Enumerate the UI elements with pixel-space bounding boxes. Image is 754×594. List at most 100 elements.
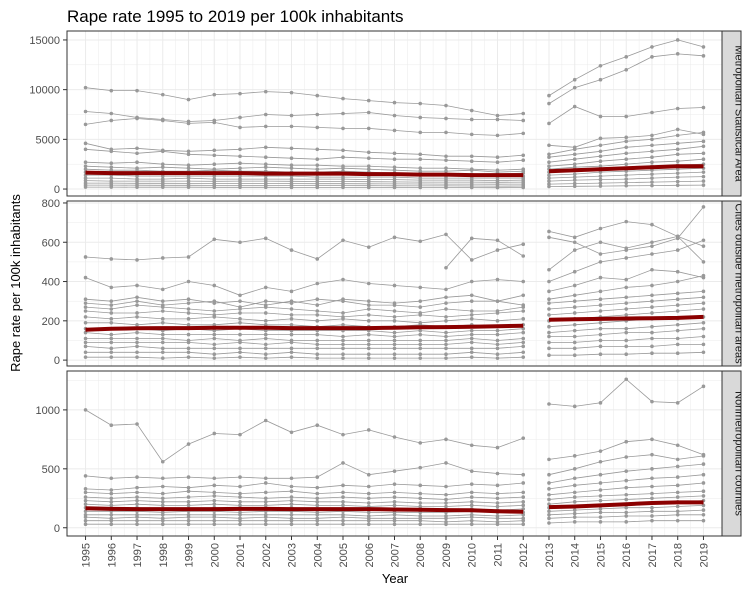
data-point	[547, 164, 551, 168]
data-point	[418, 501, 423, 505]
data-point	[521, 131, 526, 136]
data-point	[624, 177, 629, 181]
data-point	[315, 352, 320, 357]
data-point	[701, 301, 706, 305]
data-point	[675, 159, 680, 164]
data-point	[675, 248, 680, 252]
data-point	[598, 136, 603, 141]
data-point	[366, 303, 371, 307]
data-point	[109, 299, 114, 303]
data-point	[572, 240, 577, 245]
y-tick-label: 0	[54, 355, 60, 367]
data-point	[238, 147, 242, 152]
data-point	[212, 502, 217, 506]
panel-2: 0 200 400 600 800 Cities outside metropolitan…	[42, 198, 742, 367]
data-point	[469, 168, 474, 172]
data-point	[444, 185, 448, 190]
data-point	[444, 437, 448, 442]
data-point	[109, 355, 114, 359]
chart-title: Rape rate 1995 to 2019 per 100k inhabita…	[67, 7, 403, 26]
data-point	[289, 340, 294, 345]
data-point	[469, 317, 474, 321]
data-point	[418, 483, 423, 488]
data-point	[598, 159, 603, 164]
data-point	[83, 85, 88, 90]
data-point	[469, 236, 474, 241]
data-point	[701, 289, 706, 294]
data-point	[289, 476, 294, 481]
data-point	[315, 500, 320, 504]
data-point	[392, 235, 397, 240]
data-point	[572, 178, 577, 182]
data-point	[263, 299, 268, 303]
series-line	[83, 377, 706, 464]
data-point	[444, 501, 448, 505]
data-point	[650, 324, 654, 329]
data-point	[392, 518, 397, 523]
data-point	[160, 346, 165, 351]
data-point	[109, 176, 114, 180]
data-point	[469, 355, 474, 359]
data-point	[83, 275, 88, 280]
data-point	[109, 336, 114, 341]
data-point	[83, 336, 88, 341]
data-point	[650, 176, 654, 180]
data-point	[418, 130, 423, 135]
facet-strip-label: Nonmetropolitan counties	[733, 391, 745, 516]
data-point	[315, 185, 320, 190]
data-point	[675, 279, 680, 284]
data-point	[186, 97, 191, 102]
data-point	[701, 503, 706, 508]
data-point	[598, 344, 603, 349]
series-segment	[85, 111, 524, 122]
data-point	[624, 469, 629, 473]
data-point	[469, 293, 474, 298]
data-point	[341, 518, 345, 523]
series-line	[83, 38, 706, 118]
data-point	[135, 258, 139, 262]
data-point	[444, 461, 448, 465]
series-segment	[85, 462, 524, 479]
data-point	[289, 163, 294, 167]
series-line	[83, 489, 706, 509]
data-point	[444, 319, 448, 323]
data-point	[186, 307, 191, 311]
data-point	[289, 350, 294, 355]
data-point	[444, 516, 448, 521]
data-point	[444, 497, 448, 502]
data-point	[444, 492, 448, 497]
data-point	[392, 334, 397, 339]
data-point	[572, 293, 577, 298]
data-point	[212, 92, 217, 97]
data-point	[547, 512, 551, 517]
data-point	[212, 168, 217, 172]
data-point	[547, 481, 551, 485]
data-point	[675, 483, 680, 488]
series-segment	[85, 87, 524, 116]
x-tick-label: 2004	[312, 543, 324, 567]
data-point	[521, 340, 526, 345]
data-point	[212, 483, 217, 488]
data-point	[315, 163, 320, 167]
data-point	[469, 328, 474, 333]
data-point	[186, 301, 191, 305]
data-point	[521, 481, 526, 485]
data-point	[392, 175, 397, 179]
data-point	[469, 522, 474, 527]
data-point	[547, 182, 551, 186]
data-point	[315, 522, 320, 527]
data-point	[675, 336, 680, 341]
data-point	[315, 485, 320, 490]
data-point	[83, 305, 88, 309]
data-point	[186, 475, 191, 479]
data-point	[624, 377, 629, 382]
data-point	[392, 303, 397, 307]
data-point	[650, 467, 654, 471]
data-point	[572, 404, 577, 409]
data-point	[598, 510, 603, 515]
data-point	[315, 503, 320, 508]
data-point	[135, 475, 139, 479]
data-point	[444, 315, 448, 319]
data-point	[109, 332, 114, 337]
series-segment	[85, 490, 524, 496]
